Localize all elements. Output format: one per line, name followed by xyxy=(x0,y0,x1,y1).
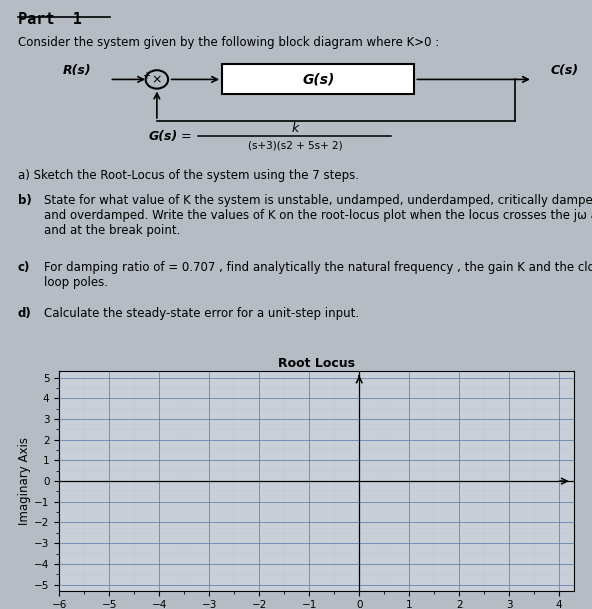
Text: G(s): G(s) xyxy=(303,72,334,86)
FancyBboxPatch shape xyxy=(222,64,414,94)
Text: For damping ratio of = 0.707 , find analytically the natural frequency , the gai: For damping ratio of = 0.707 , find anal… xyxy=(44,261,592,289)
Text: +: + xyxy=(142,71,150,81)
Title: Root Locus: Root Locus xyxy=(278,357,355,370)
Text: Calculate the steady-state error for a unit-step input.: Calculate the steady-state error for a u… xyxy=(44,307,359,320)
Text: a) Sketch the Root-Locus of the system using the 7 steps.: a) Sketch the Root-Locus of the system u… xyxy=(18,169,359,182)
Text: R(s): R(s) xyxy=(63,65,91,77)
Text: =: = xyxy=(181,130,191,143)
Text: (s+3)(s2 + 5s+ 2): (s+3)(s2 + 5s+ 2) xyxy=(247,140,342,150)
Text: d): d) xyxy=(18,307,31,320)
Text: G(s): G(s) xyxy=(149,130,178,143)
Text: k: k xyxy=(291,122,298,135)
Y-axis label: Imaginary Axis: Imaginary Axis xyxy=(18,437,31,525)
Text: Part  1: Part 1 xyxy=(18,12,82,27)
Text: ×: × xyxy=(152,73,162,86)
Text: State for what value of K the system is unstable, undamped, underdamped, critica: State for what value of K the system is … xyxy=(44,194,592,237)
Text: b): b) xyxy=(18,194,31,206)
Text: Consider the system given by the following block diagram where K>0 :: Consider the system given by the followi… xyxy=(18,37,439,49)
Text: c): c) xyxy=(18,261,30,274)
Text: C(s): C(s) xyxy=(551,65,579,77)
